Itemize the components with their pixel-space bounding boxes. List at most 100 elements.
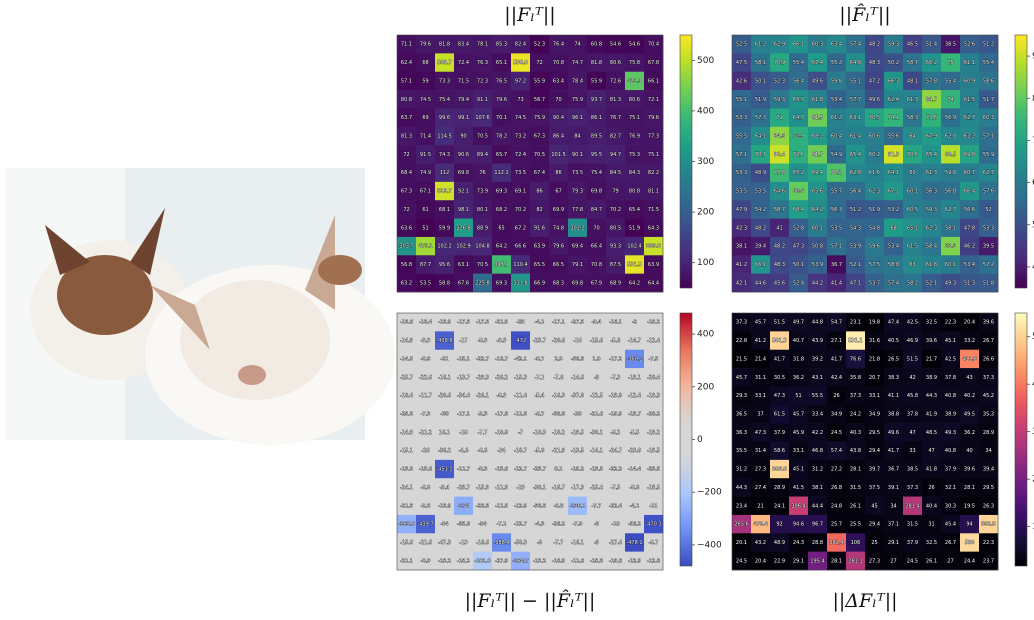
heatmap-cell [941,181,961,201]
heatmap-cell [903,404,923,424]
cell-label: 31.6 [869,338,880,344]
heatmap-cell [549,368,569,387]
cell-label: 31.2 [736,467,747,473]
heatmap-cell [770,90,790,109]
colorbar-tick-label: −200 [697,488,722,498]
cell-label: 55.9 [983,152,994,158]
heatmap-cell [530,218,550,238]
cell-label: 51.5 [774,320,785,326]
cell-label: 40.8 [945,448,956,454]
cell-label: 65.7 [496,152,507,158]
cell-label: 48.9 [774,540,785,546]
heatmap-cell [941,163,961,183]
heatmap-cell [922,163,942,183]
cell-label: -23.6 [628,448,641,454]
heatmap-cell [827,514,847,534]
cell-label: 67.1 [888,189,899,195]
heatmap-cell [435,313,455,332]
cell-label: 36.7 [888,467,899,473]
cell-label: -21 [440,356,448,362]
cell-label: -2.3 [478,411,488,417]
heatmap-cell [587,126,607,146]
heatmap-cell [789,459,809,479]
cell-label: 56.6 [964,207,975,213]
heatmap-cell [884,496,904,516]
heatmap-cell [732,313,752,332]
cell-label: -358.4 [493,540,509,546]
heatmap-cell [979,423,999,442]
cell-label: 74.9 [420,170,431,176]
cell-label: 99.6 [439,115,450,121]
cell-label: 94.7 [610,152,621,158]
cell-label: 53.3 [736,115,747,121]
heatmap-cell [606,90,626,109]
heatmap-cell [435,181,455,201]
cell-label: 45.9 [793,430,804,436]
heatmap-cell [979,313,999,332]
heatmap-cell [644,255,664,274]
heatmap-cell [530,551,550,571]
heatmap-cell [454,404,474,424]
heatmap-cell [922,218,942,238]
heatmap-cell [846,551,866,571]
cell-label: 58.8 [888,262,899,268]
heatmap-cell [454,181,474,201]
cell-label: 509.8 [646,244,660,250]
heatmap-cell [789,236,809,256]
heatmap-cell [865,404,885,424]
heatmap-cell [751,404,771,424]
heatmap-cell [808,255,828,274]
heatmap-cell [473,181,493,201]
colorbar-tick-label: 200 [697,208,714,218]
heatmap-cell [846,218,866,238]
cell-label: -34 [497,448,505,454]
heatmap-cell [960,441,980,461]
cell-label: 34 [985,448,991,454]
heatmap-cell [492,404,512,424]
heatmap-cell [789,181,809,201]
cell-label: -16.7 [552,485,565,491]
heatmap-cell [587,273,607,293]
heatmap-cell [865,331,885,351]
heatmap-cell [732,35,752,54]
heatmap-cell [941,53,961,73]
heatmap-cell [511,551,531,571]
cell-label: -21.9 [495,320,508,326]
heatmap-cell [808,533,828,552]
cell-label: 37 [757,411,763,417]
heatmap-cell [473,145,493,164]
heatmap-cell [511,313,531,332]
cell-label: 31 [928,522,934,528]
cell-label: -472 [515,338,526,344]
heatmap-cell [789,478,809,497]
cell-label: 57.7 [850,97,861,103]
cell-label: 24.5 [831,430,842,436]
cell-label: 53.5 [755,189,766,195]
heatmap-cell [846,108,866,128]
heatmap-cell [511,200,531,219]
heatmap-cell [808,423,828,442]
cell-label: 60 [909,170,915,176]
cell-label: 74.7 [572,60,583,66]
cell-label: 41.8 [926,467,937,473]
heatmap-cell [865,459,885,479]
heatmap-cell [770,459,790,479]
heatmap-cell [941,459,961,479]
cell-label: 66.6 [515,244,526,250]
heatmap-cell [492,349,512,369]
heatmap-cell [492,181,512,201]
cell-label: 86 [536,189,542,195]
cell-label: 69.9 [553,207,564,213]
cell-label: 83.4 [458,42,469,48]
heatmap-cell [511,90,531,109]
cell-label: 69.8 [572,280,583,286]
heatmap-cell [732,236,752,256]
cell-label: 65.7 [793,97,804,103]
cell-label: 65.1 [496,60,507,66]
heatmap-cell [770,200,790,219]
heatmap-cell [789,313,809,332]
cell-label: -21.3 [400,503,413,509]
heatmap-cell [960,126,980,146]
heatmap-cell [606,71,626,91]
heatmap-cell [770,496,790,516]
